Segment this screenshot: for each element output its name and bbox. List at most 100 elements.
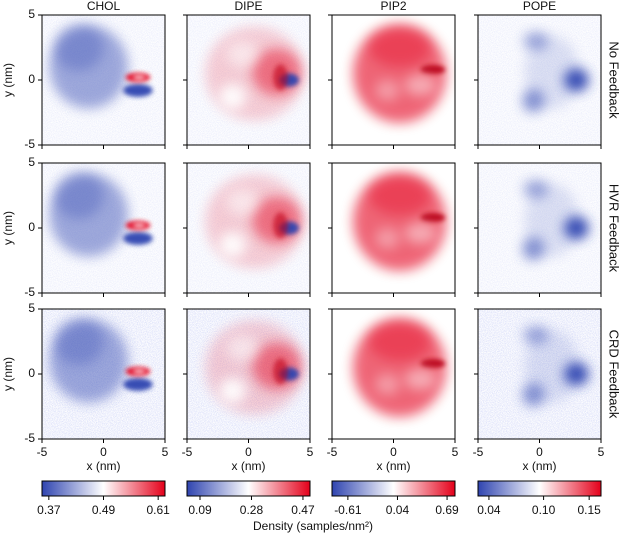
x-axis-label: x (nm) xyxy=(523,459,557,473)
y-tick-label: -5 xyxy=(24,431,35,445)
y-tick-label: 5 xyxy=(28,301,35,315)
heatmap-panel xyxy=(477,14,602,146)
density-region xyxy=(404,368,437,390)
density-region xyxy=(123,377,153,391)
y-tick-label: 5 xyxy=(28,155,35,169)
density-region xyxy=(226,41,259,67)
y-tick-label: 0 xyxy=(28,366,35,380)
x-tick-label: 5 xyxy=(452,445,459,459)
colorbar-tick-label: 0.69 xyxy=(435,503,459,517)
x-axis-label: x (nm) xyxy=(377,459,411,473)
y-axis-label: y (nm) xyxy=(1,357,15,391)
x-axis-label: x (nm) xyxy=(232,459,266,473)
density-region xyxy=(226,189,259,215)
heatmap xyxy=(332,163,455,293)
x-tick-label: -5 xyxy=(327,445,338,459)
heatmap-panel xyxy=(477,162,602,294)
density-region xyxy=(54,172,104,219)
density-region xyxy=(420,359,446,369)
density-region xyxy=(133,368,146,374)
density-region xyxy=(524,183,579,257)
colorbar-tick-label: 0.04 xyxy=(477,503,501,517)
heatmap-panel xyxy=(186,308,311,440)
x-tick-label: -5 xyxy=(182,445,193,459)
colorbar xyxy=(331,480,456,497)
density-region xyxy=(404,74,437,96)
row-label: HVR Feedback xyxy=(607,184,622,273)
density-region xyxy=(54,318,104,365)
density-region xyxy=(375,228,400,249)
colorbar-tick-label: 0.04 xyxy=(386,503,410,517)
colorbar-tick-label: 0.10 xyxy=(532,503,556,517)
colorbar-tick-label: 0.49 xyxy=(92,503,116,517)
y-tick-label: -5 xyxy=(24,285,35,299)
heatmap xyxy=(478,15,601,145)
heatmap xyxy=(42,15,165,145)
density-region xyxy=(54,24,104,71)
density-region xyxy=(133,74,146,80)
density-region xyxy=(368,176,431,215)
density-region xyxy=(273,358,288,385)
density-region xyxy=(226,335,259,361)
heatmap-panel xyxy=(477,308,602,440)
x-tick-label: -5 xyxy=(473,445,484,459)
colorbar xyxy=(186,480,311,497)
x-tick-label: 0 xyxy=(100,445,107,459)
density-region xyxy=(123,231,153,245)
density-region xyxy=(420,213,446,223)
x-tick-label: 5 xyxy=(598,445,605,459)
y-tick-label: -5 xyxy=(24,137,35,151)
density-region xyxy=(404,222,437,244)
x-tick-label: 0 xyxy=(536,445,543,459)
heatmap xyxy=(332,309,455,439)
heatmap-panel xyxy=(331,14,456,146)
y-axis-label: y (nm) xyxy=(1,63,15,97)
density-region xyxy=(218,377,247,404)
y-tick-label: 5 xyxy=(28,7,35,21)
colorbar xyxy=(41,480,166,497)
density-region xyxy=(218,83,247,110)
x-tick-label: 5 xyxy=(162,445,169,459)
x-tick-label: 0 xyxy=(245,445,252,459)
colorbar-tick-label: 0.09 xyxy=(188,503,212,517)
heatmap xyxy=(478,163,601,293)
colorbar xyxy=(477,480,602,497)
heatmap xyxy=(332,15,455,145)
column-title: DIPE xyxy=(234,0,262,13)
density-region xyxy=(420,65,446,75)
x-tick-label: 5 xyxy=(307,445,314,459)
y-tick-label: 0 xyxy=(28,72,35,86)
heatmap-panel xyxy=(41,162,166,294)
heatmap-panel xyxy=(331,308,456,440)
density-region xyxy=(368,322,431,361)
colorbar-label: Density (samples/nm²) xyxy=(253,519,373,533)
colorbar-tick-label: 0.47 xyxy=(291,503,315,517)
density-region xyxy=(524,35,579,109)
colorbar-tick-label: -0.61 xyxy=(334,503,362,517)
density-region xyxy=(524,329,579,403)
heatmap xyxy=(42,309,165,439)
column-title: PIP2 xyxy=(380,0,406,13)
density-region xyxy=(375,80,400,101)
row-label: CRD Feedback xyxy=(607,330,622,419)
column-title: POPE xyxy=(523,0,556,13)
column-title: CHOL xyxy=(87,0,121,13)
density-region xyxy=(375,374,400,395)
colorbar-tick-label: 0.37 xyxy=(37,503,61,517)
heatmap-panel xyxy=(186,14,311,146)
heatmap xyxy=(187,309,310,439)
density-region xyxy=(123,83,153,97)
density-region xyxy=(133,222,146,228)
x-tick-label: -5 xyxy=(37,445,48,459)
colorbar-tick-label: 0.15 xyxy=(577,503,601,517)
heatmap xyxy=(187,163,310,293)
density-region xyxy=(218,231,247,258)
density-region xyxy=(273,64,288,91)
y-axis-label: y (nm) xyxy=(1,211,15,245)
heatmap xyxy=(478,309,601,439)
x-axis-label: x (nm) xyxy=(87,459,121,473)
heatmap xyxy=(187,15,310,145)
heatmap xyxy=(42,163,165,293)
heatmap-panel xyxy=(331,162,456,294)
